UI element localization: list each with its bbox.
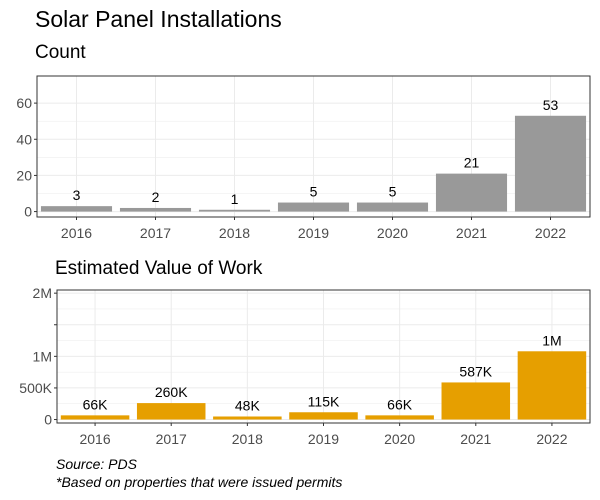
count-data-label: 2	[152, 189, 160, 205]
value-ytick-label: 1M	[33, 348, 52, 364]
note-caption: *Based on properties that were issued pe…	[56, 474, 343, 490]
count-bar-2018	[198, 209, 271, 212]
source-caption: Source: PDS	[56, 456, 137, 472]
value-bar-2019	[289, 412, 358, 420]
count-data-label: 3	[73, 187, 81, 203]
count-data-label: 21	[464, 155, 480, 171]
value-xtick-label: 2018	[232, 431, 263, 447]
value-data-label: 587K	[459, 363, 492, 379]
count-data-label: 1	[231, 191, 239, 207]
count-panel-title: Count	[35, 42, 86, 63]
count-xtick-label: 2017	[140, 225, 171, 241]
count-bar-2016	[40, 206, 113, 212]
value-xtick-label: 2016	[79, 431, 110, 447]
count-ytick-label: 20	[16, 167, 32, 183]
count-bar-2021	[435, 173, 508, 212]
count-bar-2019	[277, 202, 350, 212]
count-xtick-label: 2020	[377, 225, 408, 241]
count-bar-2022	[514, 115, 587, 212]
value-data-label: 66K	[387, 396, 413, 412]
value-bar-2022	[517, 351, 587, 420]
value-data-label: 48K	[235, 397, 261, 413]
count-xtick-label: 2021	[456, 225, 487, 241]
count-data-label: 5	[310, 184, 318, 200]
value-data-label: 1M	[542, 332, 561, 348]
value-xtick-label: 2022	[536, 431, 567, 447]
count-xtick-label: 2018	[219, 225, 250, 241]
count-data-label: 53	[543, 97, 559, 113]
value-data-label: 66K	[83, 396, 109, 412]
count-xtick-label: 2016	[61, 225, 92, 241]
value-bar-2020	[365, 415, 434, 420]
count-data-label: 5	[389, 184, 397, 200]
count-ytick-label: 60	[16, 95, 32, 111]
count-xtick-label: 2022	[535, 225, 566, 241]
value-bar-2017	[136, 403, 206, 420]
value-data-label: 260K	[155, 384, 188, 400]
chart-title: Solar Panel Installations	[35, 6, 282, 32]
value-ytick-label: 0	[44, 412, 52, 428]
value-bar-2016	[60, 415, 130, 420]
count-ytick-label: 40	[16, 131, 32, 147]
value-ytick-label: 2M	[33, 285, 52, 301]
value-xtick-label: 2020	[384, 431, 415, 447]
count-bar-2017	[119, 207, 192, 212]
value-data-label: 115K	[308, 393, 340, 409]
value-xtick-label: 2021	[460, 431, 491, 447]
value-bar-2021	[441, 382, 511, 420]
count-ytick-label: 0	[24, 204, 32, 220]
count-xtick-label: 2019	[298, 225, 329, 241]
count-bar-2020	[356, 202, 429, 212]
value-ytick-label: 500K	[19, 380, 52, 396]
value-bar-2018	[213, 416, 282, 420]
value-panel-title: Estimated Value of Work	[55, 258, 263, 279]
value-xtick-label: 2019	[308, 431, 339, 447]
value-xtick-label: 2017	[156, 431, 187, 447]
